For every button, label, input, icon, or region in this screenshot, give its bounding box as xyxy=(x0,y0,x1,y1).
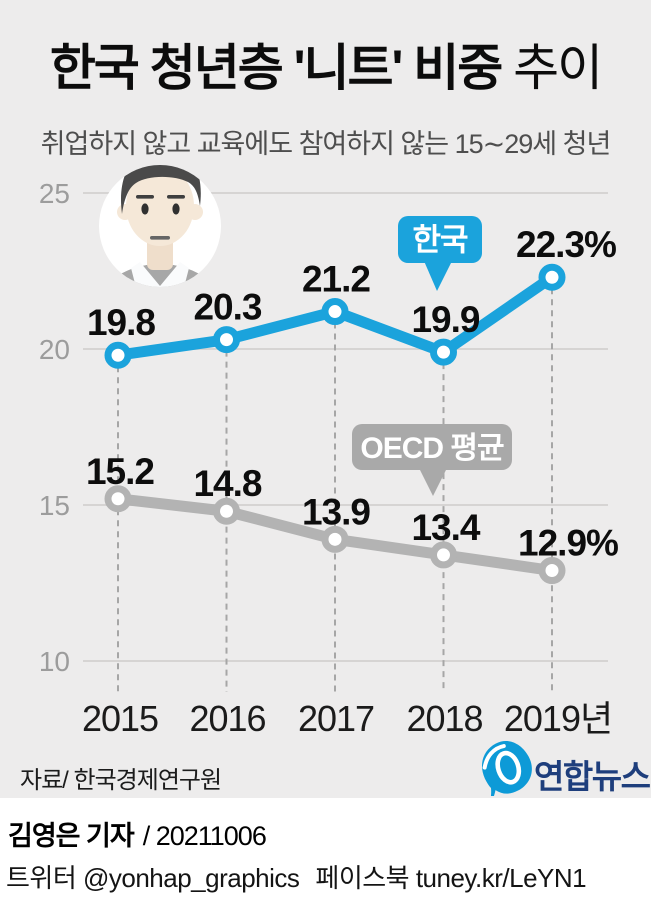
x-axis-label: 2015 xyxy=(82,698,158,739)
data-point-marker xyxy=(213,326,240,354)
title-light: 추이 xyxy=(501,40,603,96)
value-label: 12.9% xyxy=(518,523,618,564)
source-credit: 자료/ 한국경제연구원 xyxy=(20,767,222,794)
reporter-name: 김영은 기자 xyxy=(8,821,135,851)
series-callout-label: 한국 xyxy=(412,223,468,258)
avatar-shirt-collar xyxy=(131,262,189,287)
value-label: 14.8 xyxy=(193,463,261,504)
value-label: 19.9 xyxy=(411,299,479,340)
value-label: 21.2 xyxy=(302,259,370,300)
series-callouts-group: 한국 OECD 평균 xyxy=(352,216,512,496)
series-group xyxy=(104,263,566,585)
avatar-mouth xyxy=(150,236,170,240)
yonhap-logo xyxy=(480,738,650,796)
title-strong: 한국 청년층 '니트' 비중 xyxy=(49,40,503,96)
value-labels-group: 19.8 20.3 21.2 19.9 22.3% 15.2 14.8 13.9 13.4 12.… xyxy=(86,224,619,564)
callout-tail xyxy=(424,261,452,291)
avatar-face xyxy=(126,166,194,246)
value-label: 13.9 xyxy=(302,491,370,532)
value-label: 15.2 xyxy=(86,451,154,492)
series-callout-label: OECD 평균 xyxy=(360,432,504,465)
avatar-eye-left xyxy=(141,203,149,215)
x-axis-label: 2017 xyxy=(298,698,374,739)
y-tick-label: 25 xyxy=(39,178,70,209)
series-callout-bubble xyxy=(398,216,482,263)
infographic-card: 한국 청년층 '니트' 비중 추이 취업하지 않고 교육에도 참여하지 않는 1… xyxy=(0,0,651,798)
footer: 김영은 기자/ 20211006 트위터 @yonhap_graphics 페이스… xyxy=(0,798,651,900)
y-tick-label: 10 xyxy=(39,646,70,677)
y-tick-label: 15 xyxy=(39,490,70,521)
twitter-handle: 트위터 @yonhap_graphics xyxy=(6,863,300,893)
x-axis-label: 2019년 xyxy=(504,698,612,739)
y-tick-label: 20 xyxy=(39,334,70,365)
data-point-marker xyxy=(104,485,132,513)
x-axis-label: 2018 xyxy=(406,698,482,739)
data-point-marker xyxy=(430,338,457,366)
data-point-marker xyxy=(321,298,349,326)
dashed-guides-group xyxy=(117,277,553,692)
data-point-marker xyxy=(104,341,132,369)
byline: 김영은 기자/ 20211006 xyxy=(8,814,267,853)
yonhap-logo-text: 연합뉴스 xyxy=(534,758,651,795)
value-label: 20.3 xyxy=(193,287,261,328)
value-label: 22.3% xyxy=(516,224,616,265)
callout-tail xyxy=(419,468,447,496)
byline-date: / 20211006 xyxy=(142,821,267,851)
page-title: 한국 청년층 '니트' 비중 추이 xyxy=(0,28,651,100)
data-point-marker xyxy=(430,541,457,569)
avatar-eyebrow-left xyxy=(136,195,154,199)
value-label: 19.8 xyxy=(87,302,155,343)
data-point-marker xyxy=(538,557,566,585)
x-axis-label: 2016 xyxy=(189,698,265,739)
x-axis-labels-group: 2015 2016 2017 2018 2019년 xyxy=(82,698,613,739)
avatar-eyebrow-right xyxy=(167,195,185,199)
value-label: 13.4 xyxy=(411,507,480,548)
series-callout-bubble xyxy=(352,424,512,470)
facebook-link: 페이스북 tuney.kr/LeYN1 xyxy=(315,863,587,893)
social-links: 트위터 @yonhap_graphics 페이스북 tuney.kr/LeYN1 xyxy=(6,858,587,895)
avatar-eye-right xyxy=(172,203,180,215)
gridlines-group: 25 20 15 10 xyxy=(39,178,608,677)
data-point-marker xyxy=(538,263,566,291)
data-point-marker xyxy=(213,497,240,525)
subtitle: 취업하지 않고 교육에도 참여하지 않는 15∼29세 청년 xyxy=(40,129,612,159)
yonhap-swirl-icon xyxy=(482,740,532,796)
data-point-marker xyxy=(321,525,349,553)
